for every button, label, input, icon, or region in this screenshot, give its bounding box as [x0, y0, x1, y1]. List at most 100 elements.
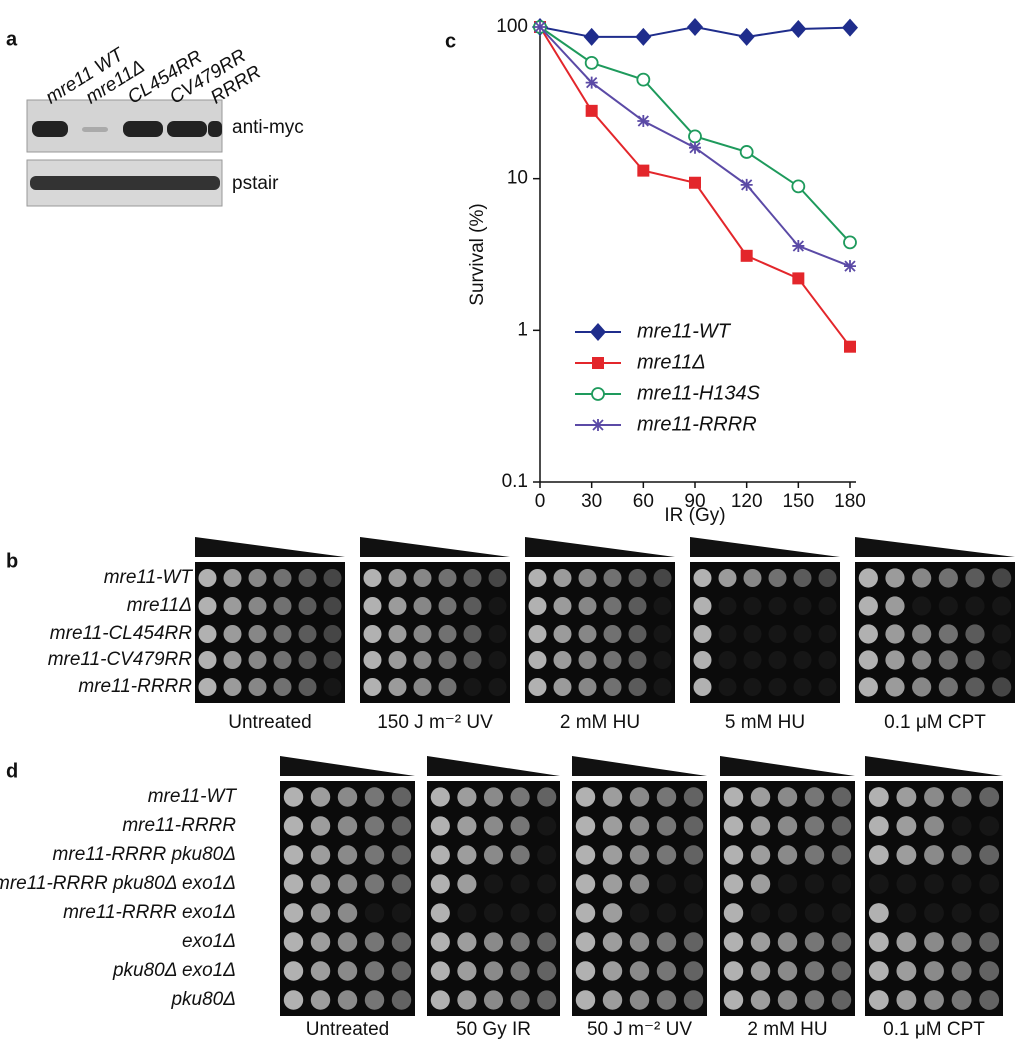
colony-spot [992, 624, 1012, 644]
colony-spot [483, 874, 504, 894]
colony-spot [283, 961, 304, 981]
colony-spot [831, 874, 852, 894]
colony-spot [510, 845, 530, 865]
colony-spot [298, 597, 317, 615]
colony-spot [868, 932, 889, 952]
colony-spot [337, 990, 358, 1010]
colony-spot [818, 597, 837, 615]
marker [583, 27, 600, 46]
colony-spot [364, 816, 385, 836]
colony-spot [391, 874, 412, 894]
condition-label: Untreated [228, 712, 311, 733]
colony-spot [885, 596, 905, 616]
colony-spot [628, 597, 647, 615]
legend-marker [591, 387, 605, 401]
colony-spot [337, 845, 358, 865]
colony-spot [831, 845, 852, 865]
dilution-triangle [720, 756, 855, 776]
colony-spot [483, 961, 504, 981]
colony-spot [629, 845, 650, 865]
colony-spot [628, 569, 647, 587]
colony-spot [924, 816, 944, 836]
legend-label: mre11Δ [637, 351, 706, 373]
colony-spot [575, 845, 596, 865]
colony-spot [718, 678, 737, 696]
colony-spot [553, 569, 572, 587]
legend-marker [592, 357, 604, 369]
colony-spot [310, 990, 331, 1010]
colony-spot [818, 651, 837, 669]
colony-spot [858, 568, 878, 588]
colony-spot [283, 903, 304, 923]
colony-spot [885, 650, 905, 670]
colony-spot [965, 624, 985, 644]
band [82, 127, 108, 132]
legend-label: mre11-WT [637, 320, 732, 342]
colony-spot [831, 932, 852, 952]
marker [738, 27, 755, 46]
colony-spot [938, 596, 958, 616]
colony-spot [273, 625, 292, 643]
plate [195, 562, 345, 703]
x-axis-label: IR (Gy) [664, 505, 725, 526]
plate [360, 562, 510, 703]
colony-spot [629, 903, 650, 923]
colony-spot [858, 677, 878, 697]
strain-label: mre11-CV479RR [48, 649, 193, 670]
colony-spot [951, 903, 972, 923]
colony-spot [912, 596, 932, 616]
strain-label: pku80Δ exo1Δ [112, 960, 236, 981]
strain-label: mre11-RRRR pku80Δ [53, 844, 236, 865]
panel-label: d [6, 760, 18, 782]
colony-spot [896, 787, 917, 807]
colony-spot [602, 874, 623, 894]
colony-spot [364, 961, 385, 981]
colony-spot [653, 597, 672, 615]
colony-spot [391, 961, 412, 981]
colony-spot [653, 651, 672, 669]
colony-spot [578, 625, 597, 643]
colony-spot [603, 651, 622, 669]
colony-spot [683, 816, 704, 836]
plate [572, 781, 707, 1016]
colony-spot [938, 624, 958, 644]
colony-spot [575, 961, 596, 981]
colony-spot [537, 845, 557, 865]
colony-spot [965, 596, 985, 616]
colony-spot [868, 903, 889, 923]
colony-spot [310, 903, 331, 923]
marker [585, 76, 598, 89]
colony-spot [323, 625, 342, 643]
colony-spot [283, 845, 304, 865]
colony-spot [528, 678, 547, 696]
colony-spot [310, 787, 331, 807]
colony-spot [413, 651, 432, 669]
colony-spot [750, 845, 771, 865]
colony-spot [363, 569, 382, 587]
colony-spot [364, 787, 385, 807]
colony-spot [777, 874, 798, 894]
panel-label: c [445, 30, 456, 52]
colony-spot [537, 787, 557, 807]
colony-spot [924, 787, 944, 807]
dilution-triangle [427, 756, 560, 776]
colony-spot [298, 651, 317, 669]
colony-spot [868, 816, 889, 836]
x-tick-label: 150 [782, 491, 814, 512]
colony-spot [979, 874, 1000, 894]
strain-label: mre11-RRRR [122, 815, 236, 836]
colony-spot [804, 961, 825, 981]
colony-spot [723, 874, 744, 894]
colony-spot [777, 903, 798, 923]
colony-spot [768, 625, 787, 643]
colony-spot [430, 845, 450, 865]
colony-spot [283, 787, 304, 807]
colony-spot [457, 787, 477, 807]
colony-spot [578, 597, 597, 615]
colony-spot [718, 569, 737, 587]
plate [690, 562, 840, 703]
colony-spot [430, 990, 450, 1010]
colony-spot [223, 625, 242, 643]
colony-spot [683, 874, 704, 894]
colony-spot [979, 816, 1000, 836]
